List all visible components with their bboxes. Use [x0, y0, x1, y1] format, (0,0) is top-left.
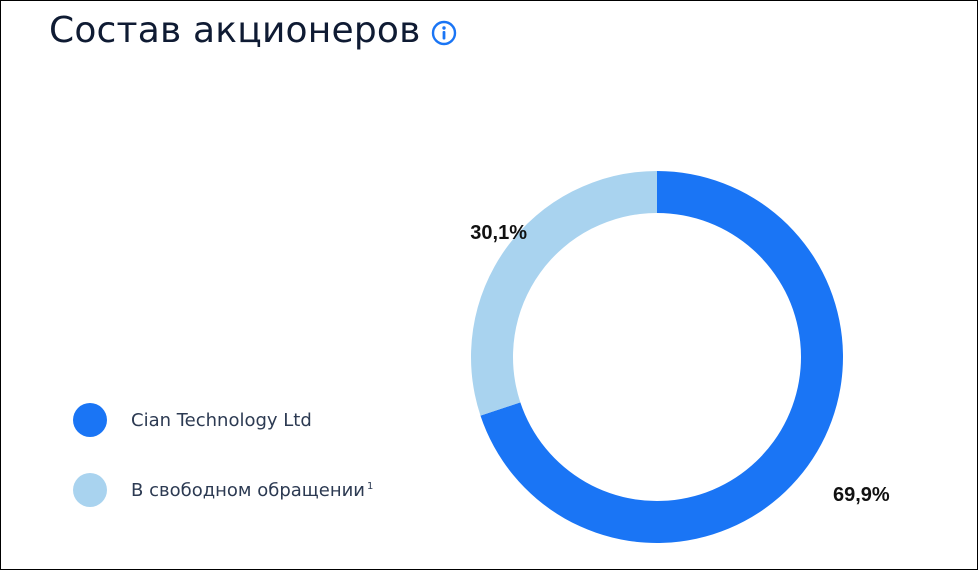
legend-label-free-float-text: В свободном обращении: [131, 479, 365, 501]
legend-swatch-cian: [73, 403, 107, 437]
legend-footnote-marker: 1: [367, 480, 374, 492]
legend-label-cian: Cian Technology Ltd: [131, 409, 312, 431]
legend-swatch-free-float: [73, 473, 107, 507]
page-title: Состав акционеров: [49, 10, 421, 51]
donut-chart: 69,9% 30,1%: [421, 151, 901, 561]
legend-item-free-float: В свободном обращении 1: [73, 473, 373, 507]
info-icon[interactable]: [431, 20, 457, 46]
data-label-cian: 69,9%: [833, 484, 890, 506]
legend-label-free-float: В свободном обращении 1: [131, 480, 373, 501]
chart-legend: Cian Technology Ltd В свободном обращени…: [73, 403, 373, 543]
donut-chart-svg: 69,9% 30,1%: [470, 171, 890, 543]
data-label-free-float: 30,1%: [470, 222, 527, 244]
title-row: Состав акционеров: [49, 9, 457, 53]
legend-item-cian: Cian Technology Ltd: [73, 403, 373, 437]
donut-slice-free-float: [471, 171, 657, 416]
